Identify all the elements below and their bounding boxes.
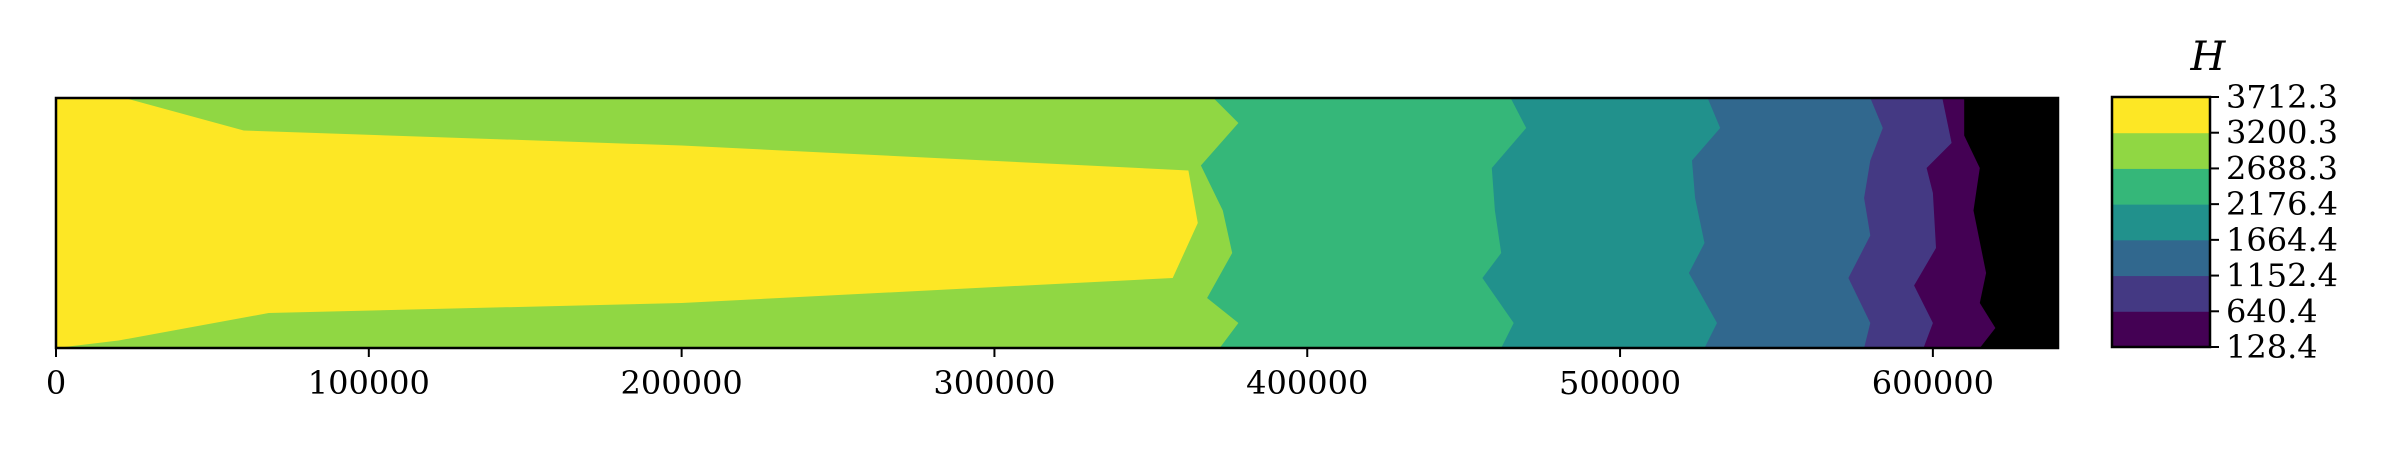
x-tick-label: 400000 <box>1246 364 1368 402</box>
colorbar-tick-label: 1152.4 <box>2226 257 2338 295</box>
contour-band-below-128.4 <box>1964 98 2058 348</box>
colorbar-title: H <box>2190 34 2227 80</box>
x-tick-label: 300000 <box>933 364 1055 402</box>
x-tick-label: 600000 <box>1872 364 1994 402</box>
colorbar-tick-label: 3712.3 <box>2226 78 2338 116</box>
x-axis: 0 100000 200000 300000 400000 500000 600000 <box>46 348 1994 402</box>
colorbar-tick-label: 640.4 <box>2226 292 2318 330</box>
colorbar-frame <box>2110 95 2212 349</box>
x-tick-label: 0 <box>46 364 66 402</box>
x-tick-label: 100000 <box>308 364 430 402</box>
colorbar-segment <box>2112 97 2210 134</box>
colorbar-tick-label: 2688.3 <box>2226 149 2338 187</box>
colorbar-segment <box>2112 239 2210 277</box>
colorbar-segment <box>2112 168 2210 205</box>
colorbar-tick-label: 2176.4 <box>2226 185 2338 223</box>
contour-fills <box>56 98 2058 348</box>
x-tick-label: 500000 <box>1559 364 1681 402</box>
colorbar-tick-label: 3200.3 <box>2226 114 2338 152</box>
colorbar-tick-label: 1664.4 <box>2226 221 2338 259</box>
x-tick-label: 200000 <box>621 364 743 402</box>
plot-frame <box>54 96 2060 350</box>
colorbar-segment <box>2112 275 2210 312</box>
colorbar-segment <box>2112 132 2210 169</box>
colorbar-tick-label: 128.4 <box>2226 328 2318 366</box>
colorbar: H 128.4640.41152.41664.42176.42688.33200… <box>2110 34 2338 366</box>
colorbar-segment <box>2112 204 2210 241</box>
colorbar-segment <box>2112 311 2210 348</box>
